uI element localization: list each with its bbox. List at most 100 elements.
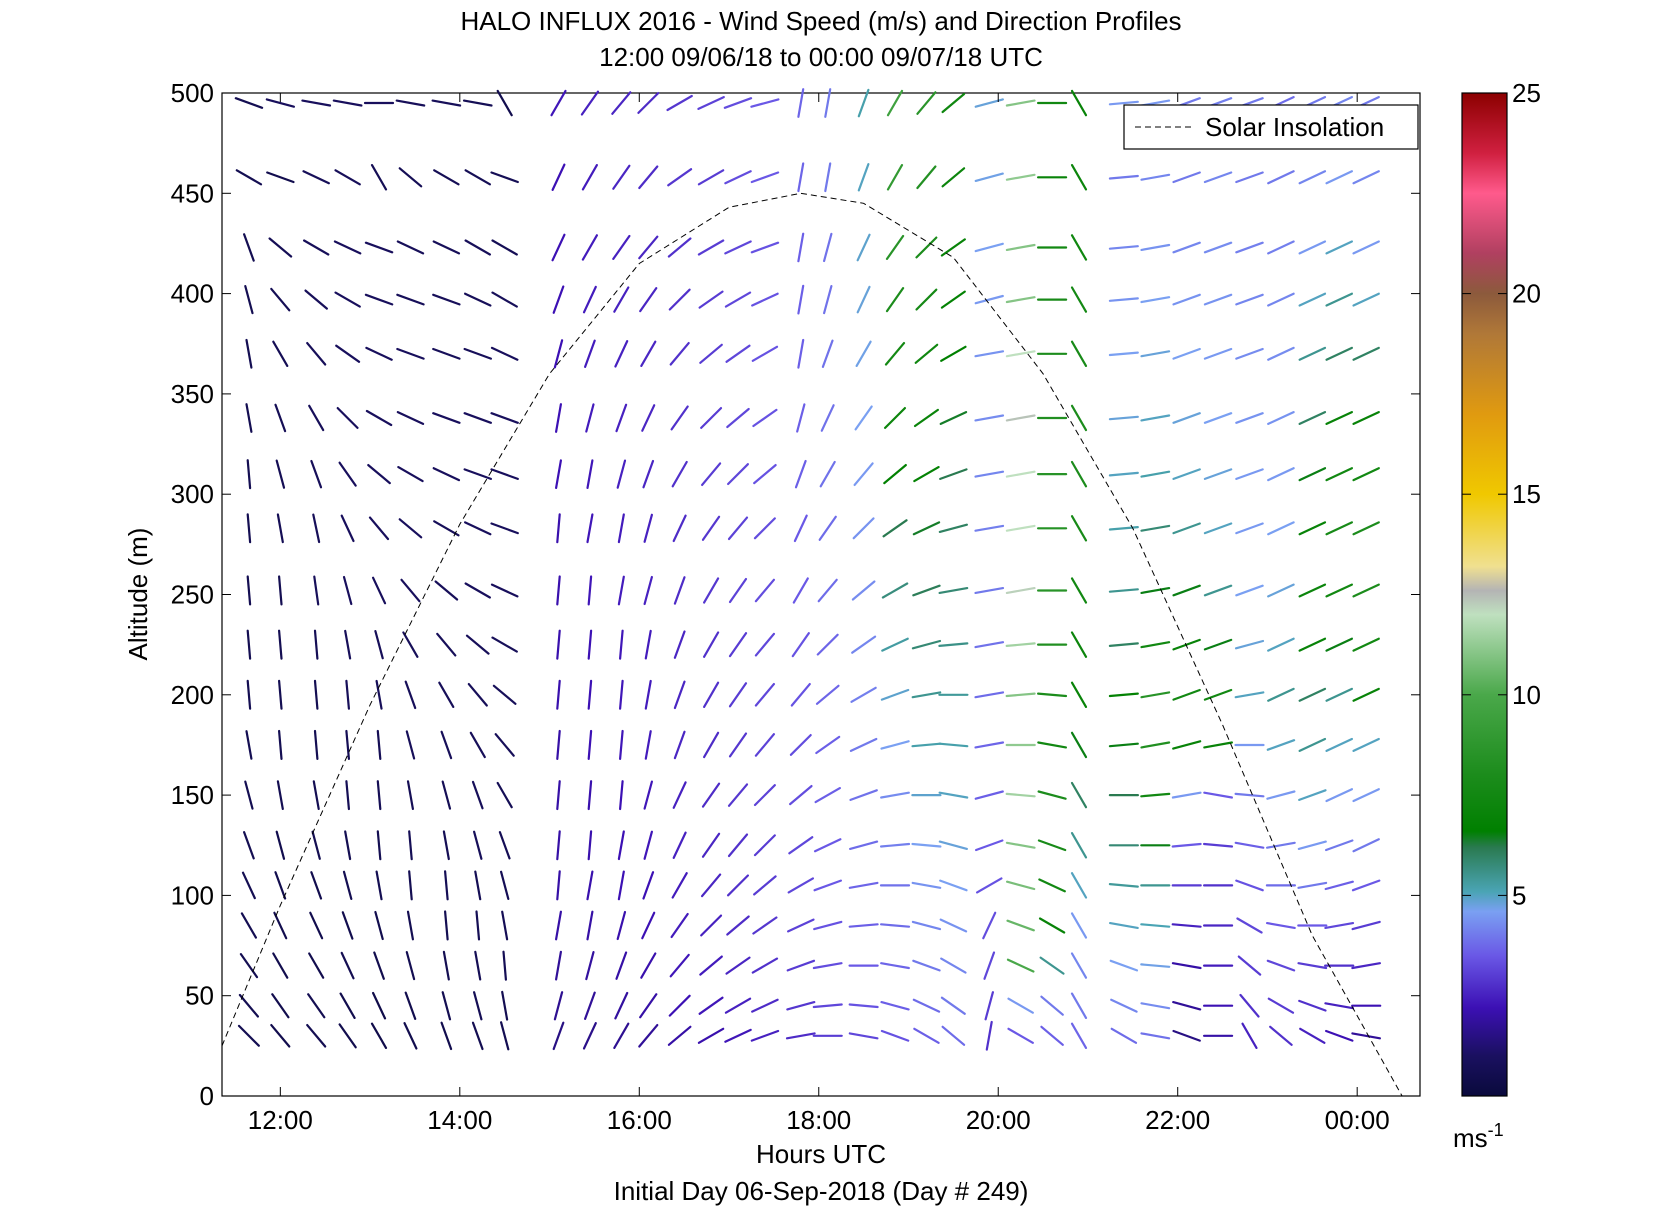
wind-vector	[1171, 842, 1202, 848]
wind-vector	[551, 163, 566, 191]
wind-vector	[1267, 467, 1295, 482]
wind-vector	[821, 339, 834, 368]
wind-vector	[671, 872, 688, 899]
wind-vector	[797, 338, 805, 369]
wind-vector	[582, 285, 597, 314]
wind-vector	[310, 871, 323, 900]
wind-vector	[365, 346, 393, 361]
wind-vector	[912, 584, 941, 597]
wind-vector	[1325, 521, 1354, 536]
wind-vector	[668, 994, 691, 1017]
wind-vector	[1005, 692, 1036, 698]
wind-vector	[376, 729, 382, 761]
wind-vector	[1109, 959, 1139, 972]
wind-vector	[880, 1000, 910, 1011]
wind-vector	[243, 830, 255, 860]
wind-vector	[697, 1027, 725, 1044]
wind-vector	[818, 515, 837, 541]
wind-vector	[912, 998, 941, 1013]
wind-vector	[612, 234, 631, 260]
wind-vector	[404, 680, 417, 710]
wind-vector	[239, 952, 259, 979]
wind-vector	[1070, 631, 1088, 658]
x-tick-label: 00:00	[1325, 1105, 1390, 1135]
x-tick-label: 12:00	[248, 1105, 313, 1135]
wind-vector	[673, 630, 686, 659]
wind-vector	[1037, 839, 1067, 852]
wind-vector	[618, 679, 624, 710]
wind-vector	[1298, 637, 1327, 652]
wind-vector	[1108, 692, 1139, 698]
wind-vector	[586, 513, 594, 544]
wind-vector	[639, 993, 658, 1019]
wind-vector	[853, 462, 874, 486]
wind-vector	[884, 342, 906, 366]
wind-vector	[700, 462, 722, 486]
wind-vector	[616, 459, 627, 489]
wind-vector	[916, 165, 937, 190]
wind-vector	[1325, 583, 1354, 598]
wind-vector	[554, 403, 563, 433]
wind-vector	[788, 836, 814, 855]
wind-vector	[939, 411, 968, 425]
wind-vector	[1325, 170, 1354, 185]
wind-vector	[586, 870, 594, 901]
wind-vector	[643, 830, 654, 860]
wind-vector	[556, 729, 561, 761]
wind-vector	[797, 162, 805, 193]
wind-vector	[1108, 882, 1139, 888]
wind-vector	[727, 833, 749, 858]
wind-vector	[276, 513, 284, 544]
x-tick-label: 16:00	[607, 1105, 672, 1135]
wind-vector	[1325, 737, 1354, 753]
wind-vector	[938, 742, 969, 748]
wind-vector	[754, 632, 776, 657]
wind-vector	[1297, 962, 1328, 970]
wind-vector	[880, 740, 910, 750]
wind-vector	[1352, 240, 1380, 255]
wind-vector	[1203, 468, 1233, 480]
wind-vector	[789, 733, 812, 756]
wind-vector	[556, 629, 561, 660]
wind-vector	[434, 580, 459, 601]
wind-vector	[724, 170, 752, 185]
wind-vector	[728, 577, 748, 604]
wind-vector	[671, 460, 688, 488]
x-tick-label: 22:00	[1145, 1105, 1210, 1135]
y-tick-label: 500	[171, 78, 214, 108]
wind-vector	[1007, 1027, 1034, 1044]
wind-vector	[344, 629, 352, 660]
wind-vector	[985, 1020, 993, 1051]
wind-vector	[271, 993, 290, 1019]
wind-vector	[1172, 688, 1201, 701]
wind-vector	[490, 522, 519, 535]
legend: Solar Insolation	[1123, 104, 1419, 150]
wind-vector	[1235, 241, 1264, 254]
wind-vector	[612, 164, 631, 190]
wind-vector	[496, 781, 513, 809]
wind-vector	[750, 171, 780, 184]
wind-vector	[786, 959, 816, 972]
wind-vector	[794, 459, 807, 489]
colorbar-tick-label: 10	[1512, 680, 1541, 710]
wind-vector	[723, 97, 753, 109]
colorbar: 5 10 15 20 25 ms-1	[1453, 78, 1541, 1153]
wind-vector	[1037, 790, 1067, 800]
wind-vector	[1203, 791, 1234, 799]
wind-vector	[587, 729, 593, 761]
wind-vector	[813, 838, 842, 853]
wind-vector	[1172, 1029, 1201, 1042]
wind-vector	[241, 871, 256, 900]
wind-vector	[1070, 992, 1088, 1020]
wind-vector	[974, 641, 1005, 649]
plot-frame	[221, 92, 1421, 1097]
wind-vector	[702, 631, 720, 658]
wind-vector	[1108, 297, 1139, 302]
wind-vector	[1070, 404, 1088, 432]
wind-vector	[1235, 879, 1264, 892]
wind-vector	[848, 923, 879, 928]
wind-vector	[1005, 350, 1036, 358]
wind-vector	[464, 169, 491, 186]
y-tick-label: 200	[171, 680, 214, 710]
